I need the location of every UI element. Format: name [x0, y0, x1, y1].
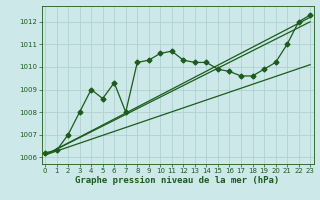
X-axis label: Graphe pression niveau de la mer (hPa): Graphe pression niveau de la mer (hPa)	[76, 176, 280, 185]
